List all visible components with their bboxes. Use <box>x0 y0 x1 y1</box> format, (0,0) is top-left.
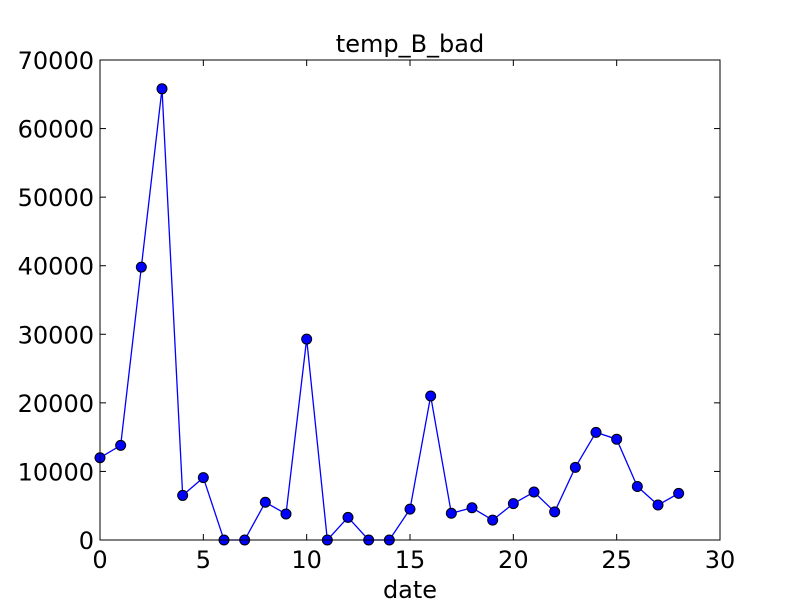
data-point <box>197 472 209 484</box>
data-point <box>673 487 685 499</box>
data-point <box>115 439 127 451</box>
x-tick-label: 10 <box>291 546 322 574</box>
data-point <box>569 461 581 473</box>
data-point <box>631 481 643 493</box>
data-point <box>156 83 168 95</box>
x-tick-label: 20 <box>498 546 529 574</box>
data-point <box>425 390 437 402</box>
data-point <box>611 433 623 445</box>
data-point <box>301 333 313 345</box>
x-axis-label: date <box>383 576 437 600</box>
x-tick-label: 5 <box>196 546 211 574</box>
data-point <box>280 508 292 520</box>
y-tick-label: 50000 <box>18 184 94 212</box>
data-point <box>652 499 664 511</box>
data-point <box>507 498 519 510</box>
series-line <box>99 88 679 542</box>
y-tick-label: 30000 <box>18 321 94 349</box>
y-tick-label: 70000 <box>18 47 94 75</box>
data-point <box>445 507 457 519</box>
y-tick-label: 60000 <box>18 116 94 144</box>
y-tick-label: 10000 <box>18 458 94 486</box>
x-tick-label: 25 <box>601 546 632 574</box>
y-tick-label: 0 <box>79 527 94 555</box>
data-point <box>135 261 147 273</box>
plot-frame <box>99 59 721 541</box>
data-point <box>549 506 561 518</box>
data-point <box>528 486 540 498</box>
plot-area: 0 5 10 15 20 25 30 0 10000 20000 30000 40000 50000 60… <box>18 47 736 574</box>
data-point <box>404 503 416 515</box>
x-tick-label: 15 <box>395 546 426 574</box>
data-point <box>487 514 499 526</box>
y-tick-label: 20000 <box>18 390 94 418</box>
data-point <box>342 511 354 523</box>
data-point <box>177 489 189 501</box>
y-tick-label: 40000 <box>18 253 94 281</box>
data-point <box>590 426 602 438</box>
data-point <box>259 496 271 508</box>
x-tick-label: 30 <box>705 546 736 574</box>
data-point <box>466 502 478 514</box>
chart-title: temp_B_bad <box>336 30 484 58</box>
x-tick-label: 0 <box>92 546 107 574</box>
